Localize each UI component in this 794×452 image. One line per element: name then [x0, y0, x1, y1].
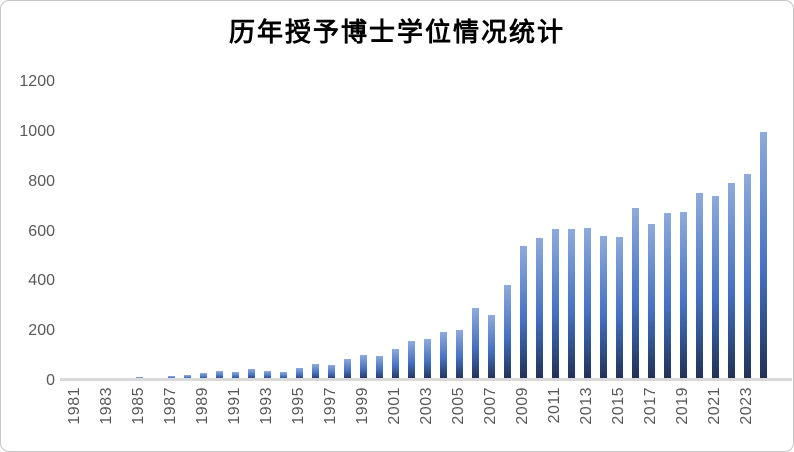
bar-2002 — [407, 341, 415, 380]
bar-1989 — [199, 373, 207, 380]
bar-1991 — [231, 372, 239, 380]
bar-1994 — [279, 372, 287, 380]
bar-2020 — [695, 192, 703, 380]
x-tick-label-2001: 2001 — [386, 387, 403, 425]
bar-2024 — [759, 131, 767, 380]
x-tick-label-1997: 1997 — [322, 387, 339, 425]
y-tick-label-800: 800 — [28, 172, 55, 190]
bar-2021 — [711, 196, 719, 380]
x-tick-label-2013: 2013 — [578, 387, 595, 425]
x-tick-label-1981: 1981 — [66, 387, 83, 425]
x-tick-label-1983: 1983 — [98, 387, 115, 425]
bar-1998 — [343, 359, 351, 380]
bar-2003 — [423, 339, 431, 380]
x-tick-label-2009: 2009 — [514, 387, 531, 425]
bar-2006 — [471, 308, 479, 380]
bar-2015 — [615, 237, 623, 380]
bar-1990 — [215, 371, 223, 380]
bar-2019 — [679, 212, 687, 380]
x-tick-label-1993: 1993 — [258, 387, 275, 425]
bar-2023 — [743, 174, 751, 380]
bar-2012 — [567, 229, 575, 380]
bar-2013 — [583, 228, 591, 380]
bar-1993 — [263, 370, 271, 380]
y-tick-label-600: 600 — [28, 222, 55, 240]
bar-2001 — [391, 349, 399, 380]
x-tick-label-1991: 1991 — [226, 387, 243, 425]
x-tick-label-2015: 2015 — [610, 387, 627, 425]
bar-1992 — [247, 368, 255, 380]
bar-2000 — [375, 355, 383, 380]
x-tick-label-1987: 1987 — [162, 387, 179, 425]
bar-2009 — [519, 246, 527, 380]
y-tick-label-1200: 1200 — [19, 73, 55, 90]
bar-1996 — [311, 363, 319, 380]
bar-2017 — [647, 223, 655, 380]
x-axis-line — [60, 378, 792, 381]
x-tick-label-1989: 1989 — [194, 387, 211, 425]
x-tick-label-1995: 1995 — [290, 387, 307, 425]
bar-2022 — [727, 183, 735, 380]
x-tick-label-2019: 2019 — [674, 387, 691, 425]
bar-1997 — [327, 365, 335, 380]
y-tick-label-1000: 1000 — [19, 122, 55, 140]
x-tick-label-1985: 1985 — [130, 387, 147, 425]
bar-1995 — [295, 368, 303, 380]
x-tick-label-2003: 2003 — [418, 387, 435, 425]
x-tick-label-2017: 2017 — [642, 387, 659, 425]
bar-2018 — [663, 212, 671, 380]
y-tick-label-0: 0 — [46, 372, 55, 389]
bar-2010 — [535, 238, 543, 380]
bar-2004 — [439, 331, 447, 380]
bar-2005 — [455, 329, 463, 380]
bar-2007 — [487, 314, 495, 380]
y-tick-label-200: 200 — [28, 322, 55, 340]
bar-2014 — [599, 235, 607, 380]
bar-2016 — [631, 208, 639, 380]
y-tick-label-400: 400 — [28, 272, 55, 290]
x-tick-label-2005: 2005 — [450, 387, 467, 425]
x-tick-label-2023: 2023 — [738, 387, 755, 425]
bar-2011 — [551, 228, 559, 380]
bar-1999 — [359, 354, 367, 380]
chart-title: 历年授予博士学位情况统计 — [228, 18, 565, 48]
x-tick-label-1999: 1999 — [354, 387, 371, 425]
x-tick-label-2021: 2021 — [706, 387, 723, 425]
bar-1988 — [183, 375, 191, 380]
bar-2008 — [503, 284, 511, 380]
x-tick-label-2011: 2011 — [546, 387, 563, 424]
x-tick-label-2007: 2007 — [482, 387, 499, 425]
